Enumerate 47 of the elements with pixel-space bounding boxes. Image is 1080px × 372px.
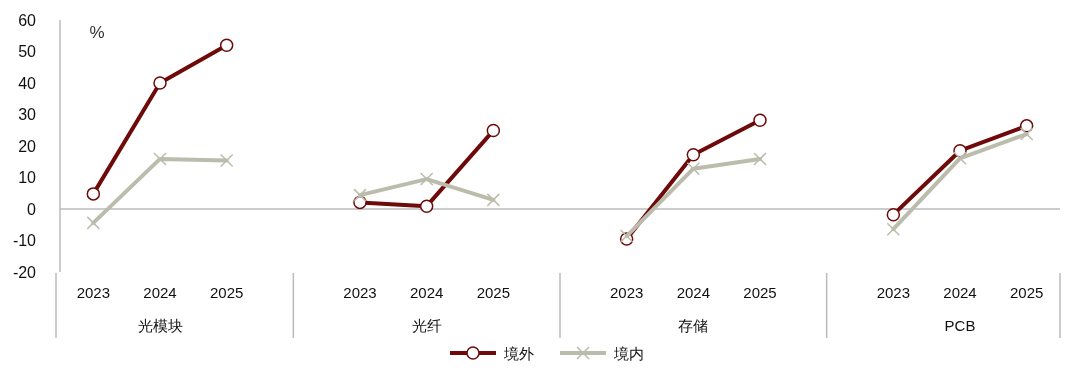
x-tick-label: 2024 (676, 283, 711, 301)
legend-label: 境外 (503, 344, 534, 362)
point (486, 193, 501, 207)
point (886, 207, 901, 222)
x-tick-label: 2025 (1009, 283, 1044, 301)
point (219, 153, 234, 168)
y-tick-label: 0 (27, 200, 37, 218)
y-tick-label: 60 (18, 11, 37, 29)
y-axis-title: % (89, 22, 105, 42)
x-tick-label: 2024 (409, 283, 444, 301)
point (886, 222, 901, 236)
point (153, 76, 167, 90)
x-tick-label: 2023 (76, 283, 111, 301)
point (686, 148, 701, 162)
point (1019, 127, 1034, 141)
x-tick-label: 2023 (609, 283, 644, 301)
point (486, 123, 501, 138)
point (753, 113, 767, 127)
x-tick-label: 2023 (876, 283, 911, 301)
text: 光纤 (411, 316, 442, 334)
point (953, 151, 967, 166)
point (86, 216, 101, 230)
y-tick-label: -10 (12, 232, 37, 249)
legend-label: 境内 (613, 344, 644, 362)
x-tick-label: 2025 (476, 283, 511, 301)
point (153, 152, 167, 166)
x-tick-label: 2024 (143, 283, 177, 301)
y-tick-label: 50 (18, 43, 37, 60)
x-tick-label: 2023 (343, 283, 377, 301)
y-tick-label: -20 (12, 263, 37, 281)
point (353, 188, 367, 202)
text: 存储 (678, 316, 709, 334)
x-tick-label: 2025 (209, 283, 244, 301)
point (753, 152, 767, 166)
x-tick-label: 2025 (743, 283, 777, 301)
y-tick-label: 40 (18, 74, 37, 92)
point (219, 38, 234, 52)
x-tick-label: 2024 (943, 283, 977, 301)
point (419, 172, 434, 186)
text: 光模块 (137, 316, 183, 334)
point (86, 187, 101, 201)
point (686, 161, 701, 176)
point (419, 199, 434, 213)
y-tick-label: 10 (18, 169, 37, 186)
text: PCB (944, 316, 976, 334)
y-tick-label: 20 (18, 137, 37, 155)
y-tick-label: 30 (18, 106, 37, 123)
